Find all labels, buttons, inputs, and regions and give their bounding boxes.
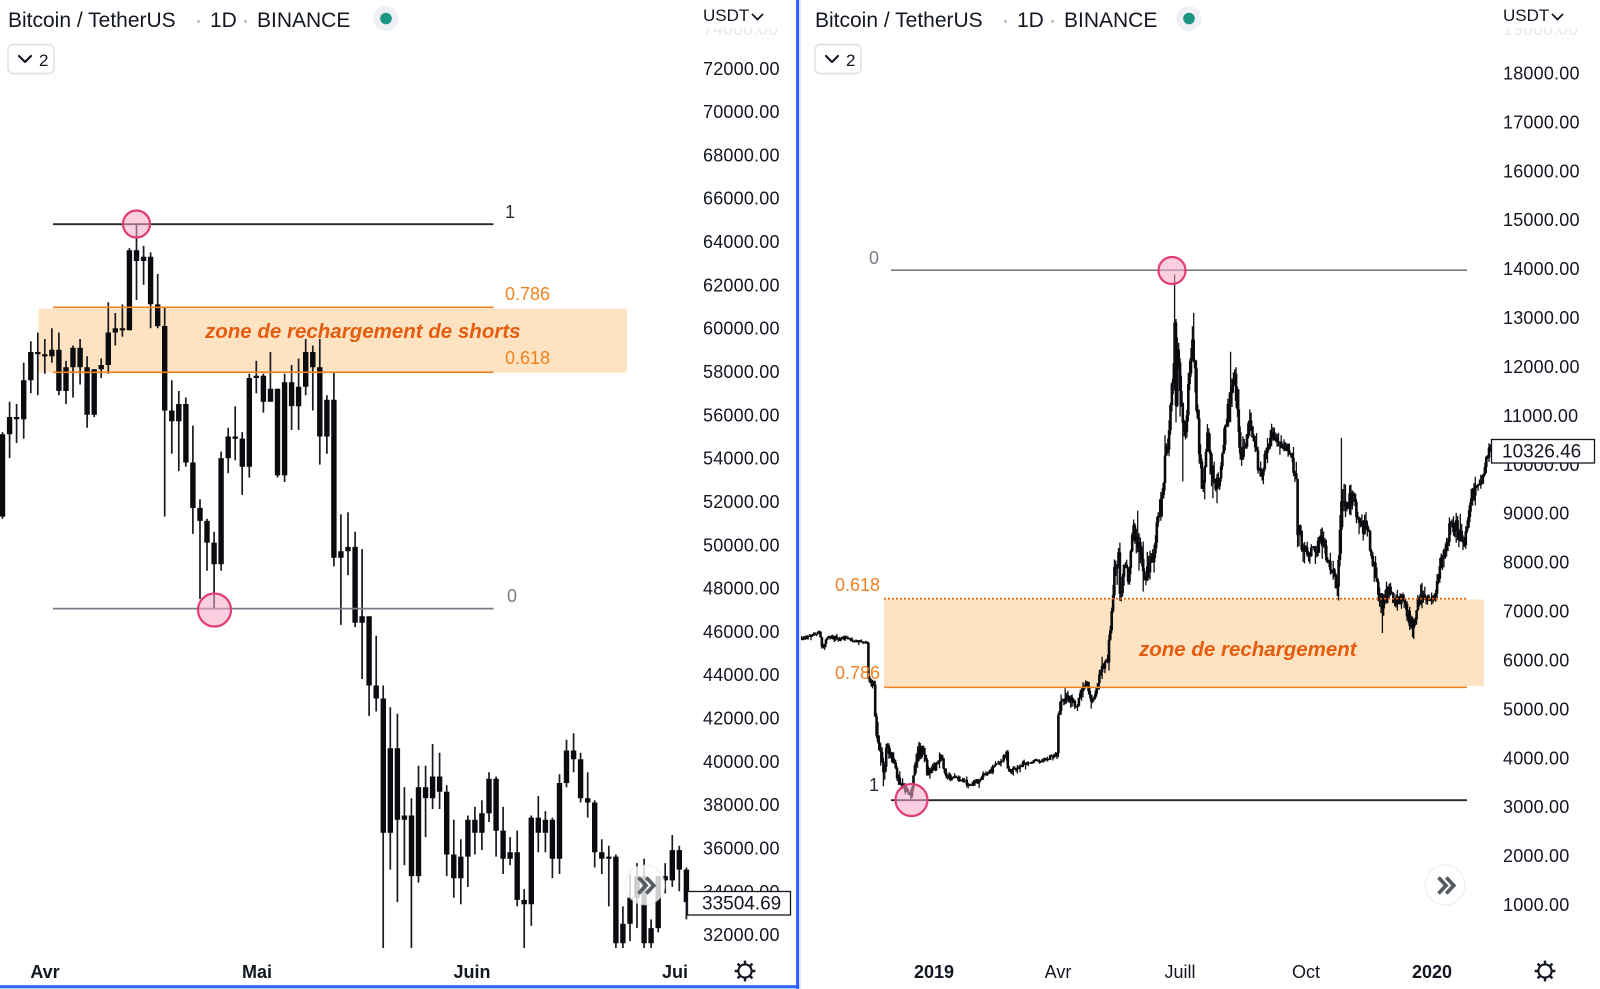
svg-text:10326.46: 10326.46 — [1502, 442, 1581, 463]
svg-text:2000.00: 2000.00 — [1503, 846, 1569, 866]
svg-text:Juill: Juill — [1164, 962, 1195, 982]
svg-text:36000.00: 36000.00 — [703, 839, 780, 859]
svg-text:USDT: USDT — [703, 6, 749, 25]
svg-text:Oct: Oct — [1292, 962, 1320, 982]
svg-text:15000.00: 15000.00 — [1503, 210, 1580, 230]
svg-text:·: · — [242, 9, 249, 32]
svg-text:17000.00: 17000.00 — [1503, 112, 1580, 132]
svg-text:1D: 1D — [210, 9, 237, 32]
svg-text:64000.00: 64000.00 — [703, 232, 780, 252]
svg-text:BINANCE: BINANCE — [257, 9, 350, 32]
svg-text:·: · — [1049, 9, 1056, 32]
svg-text:Bitcoin / TetherUS: Bitcoin / TetherUS — [8, 9, 176, 32]
svg-text:44000.00: 44000.00 — [703, 665, 780, 685]
svg-text:32000.00: 32000.00 — [703, 925, 780, 945]
svg-text:BINANCE: BINANCE — [1064, 9, 1157, 32]
svg-text:USDT: USDT — [1503, 6, 1549, 25]
svg-text:2020: 2020 — [1412, 962, 1452, 982]
svg-text:52000.00: 52000.00 — [703, 492, 780, 512]
svg-text:Bitcoin / TetherUS: Bitcoin / TetherUS — [815, 9, 983, 32]
svg-text:0.786: 0.786 — [835, 663, 880, 683]
svg-text:Juil: Juil — [662, 962, 693, 982]
svg-text:6000.00: 6000.00 — [1503, 650, 1569, 670]
svg-text:0.786: 0.786 — [505, 284, 550, 304]
svg-text:11000.00: 11000.00 — [1503, 406, 1578, 426]
svg-text:3000.00: 3000.00 — [1503, 797, 1569, 817]
svg-text:33504.69: 33504.69 — [702, 894, 781, 915]
svg-text:72000.00: 72000.00 — [703, 59, 780, 79]
svg-text:7000.00: 7000.00 — [1503, 602, 1569, 622]
svg-text:40000.00: 40000.00 — [703, 752, 780, 772]
svg-text:18000.00: 18000.00 — [1503, 64, 1580, 84]
svg-text:Avr: Avr — [1045, 962, 1072, 982]
svg-text:46000.00: 46000.00 — [703, 622, 780, 642]
svg-text:13000.00: 13000.00 — [1503, 308, 1580, 328]
svg-text:16000.00: 16000.00 — [1503, 161, 1580, 181]
svg-text:5000.00: 5000.00 — [1503, 699, 1569, 719]
svg-text:1: 1 — [869, 775, 879, 795]
svg-text:66000.00: 66000.00 — [703, 189, 780, 209]
svg-text:56000.00: 56000.00 — [703, 405, 780, 425]
svg-text:1000.00: 1000.00 — [1503, 895, 1569, 915]
svg-text:0: 0 — [507, 586, 517, 606]
svg-text:1: 1 — [505, 202, 515, 222]
svg-text:·: · — [1002, 9, 1009, 32]
svg-text:Mai: Mai — [242, 962, 272, 982]
svg-text:2: 2 — [39, 51, 48, 70]
svg-text:0.618: 0.618 — [505, 348, 550, 368]
svg-text:42000.00: 42000.00 — [703, 709, 780, 729]
svg-text:50000.00: 50000.00 — [703, 535, 780, 555]
svg-text:zone de rechargement de shorts: zone de rechargement de shorts — [204, 320, 521, 343]
svg-text:·: · — [195, 9, 202, 32]
svg-text:62000.00: 62000.00 — [703, 275, 780, 295]
svg-text:Avr: Avr — [30, 962, 59, 982]
svg-text:9000.00: 9000.00 — [1503, 504, 1569, 524]
svg-text:0.618: 0.618 — [835, 575, 880, 595]
svg-text:70000.00: 70000.00 — [703, 102, 780, 122]
svg-text:4000.00: 4000.00 — [1503, 748, 1569, 768]
svg-text:48000.00: 48000.00 — [703, 579, 780, 599]
svg-text:zone de rechargement: zone de rechargement — [1138, 638, 1358, 661]
svg-text:2019: 2019 — [914, 962, 954, 982]
svg-text:Juin: Juin — [453, 962, 490, 982]
svg-text:58000.00: 58000.00 — [703, 362, 780, 382]
svg-text:0: 0 — [869, 248, 879, 268]
svg-text:12000.00: 12000.00 — [1503, 357, 1580, 377]
svg-text:38000.00: 38000.00 — [703, 795, 780, 815]
svg-text:2: 2 — [846, 51, 855, 70]
svg-text:54000.00: 54000.00 — [703, 449, 780, 469]
svg-text:60000.00: 60000.00 — [703, 319, 780, 339]
svg-text:14000.00: 14000.00 — [1503, 259, 1580, 279]
svg-text:1D: 1D — [1017, 9, 1044, 32]
svg-text:8000.00: 8000.00 — [1503, 553, 1569, 573]
svg-text:68000.00: 68000.00 — [703, 145, 780, 165]
